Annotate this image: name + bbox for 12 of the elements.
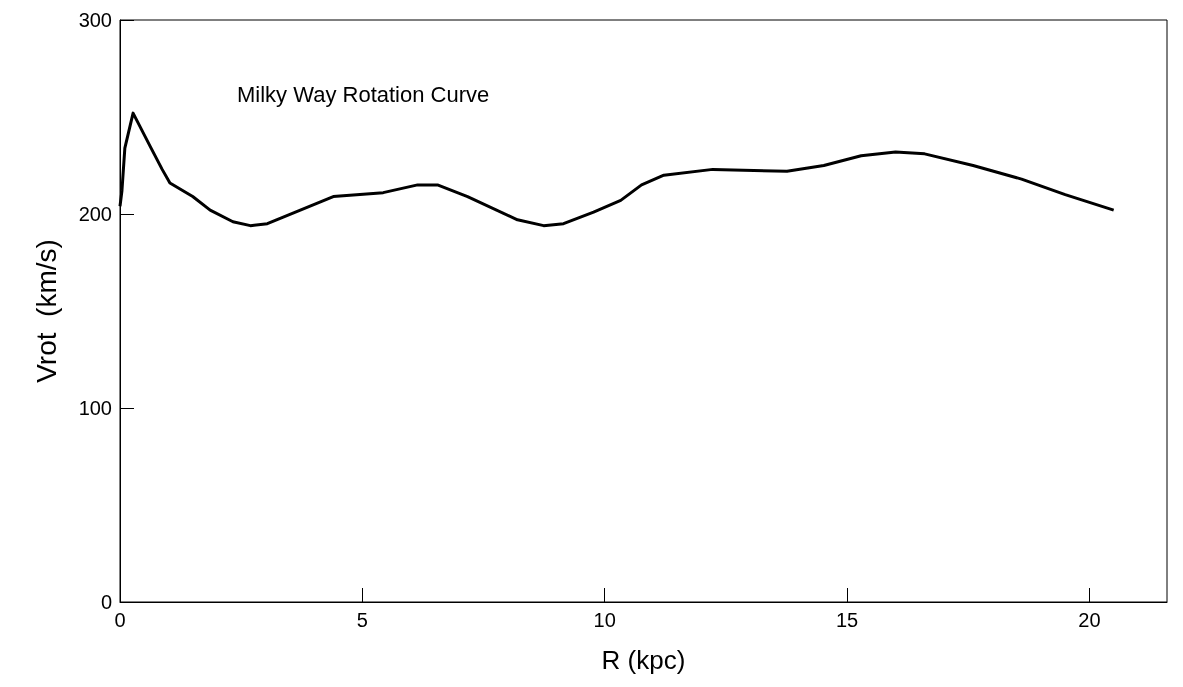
x-tick-label: 20 [1078,609,1101,631]
x-axis-title: R (kpc) [601,645,686,675]
y-tick-label: 200 [78,203,112,225]
x-tick-label: 10 [593,609,616,631]
y-tick-label: 100 [78,397,112,419]
text: Milky Way Rotation Curve [237,81,490,107]
y-tick-label: 300 [78,9,112,31]
x-tick-label: 5 [356,609,368,631]
y-tick-label: 0 [100,591,112,613]
x-tick-label: 15 [835,609,859,631]
y-axis-title: Vrot (km/s) [30,239,62,383]
x-tick-label: 0 [114,609,126,631]
